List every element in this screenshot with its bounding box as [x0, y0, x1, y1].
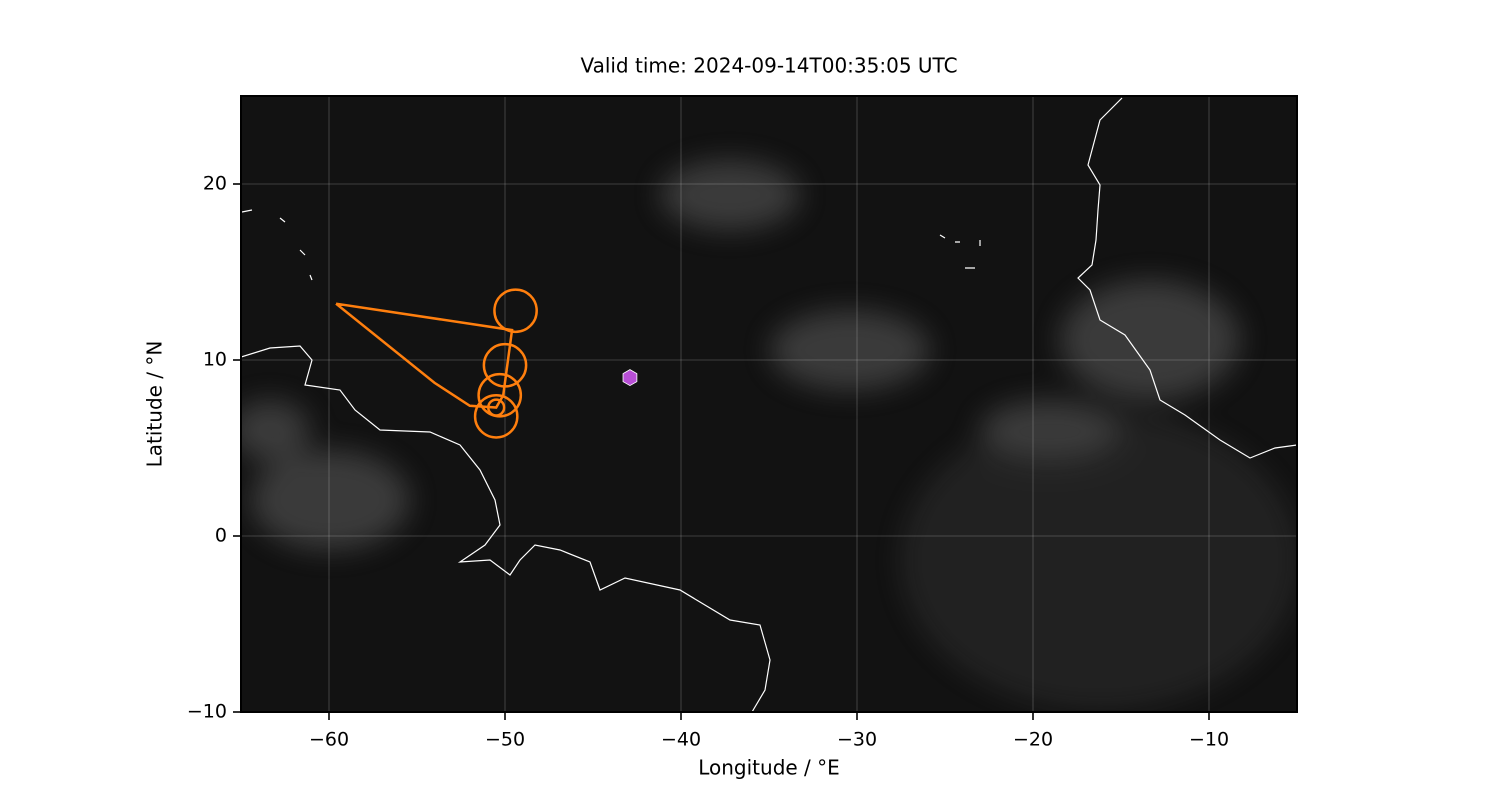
y-axis-label: Latitude / °N: [143, 341, 167, 468]
range-circle: [487, 398, 506, 417]
range-circle: [482, 342, 528, 388]
y-tick-label: −10: [187, 701, 227, 723]
x-tick-label: −30: [837, 729, 877, 751]
coastlines: [241, 97, 1297, 712]
position-marker: [622, 369, 638, 387]
x-tick-label: −60: [309, 729, 349, 751]
x-tick-label: −10: [1189, 729, 1229, 751]
plot-frame: [240, 95, 1298, 713]
y-tick-label: 0: [215, 525, 227, 547]
cloud-imagery: [241, 160, 1297, 710]
x-tick-label: −20: [1013, 729, 1053, 751]
y-tick-label: 20: [203, 173, 227, 195]
x-axis-label: Longitude / °E: [698, 756, 840, 780]
range-circle: [493, 288, 538, 334]
chart-title: Valid time: 2024-09-14T00:35:05 UTC: [580, 54, 957, 78]
range-circle: [473, 393, 519, 439]
flight-track: [335, 302, 514, 409]
range-circle: [477, 372, 523, 418]
y-tick-label: 10: [203, 349, 227, 371]
x-tick-label: −40: [661, 729, 701, 751]
x-tick-label: −50: [485, 729, 525, 751]
